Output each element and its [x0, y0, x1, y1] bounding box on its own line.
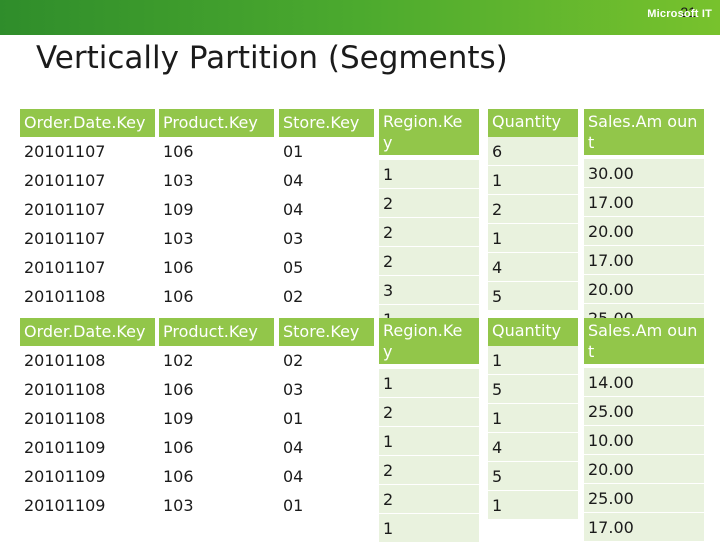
table-cell: 02: [279, 282, 374, 311]
table-cell: 20101109: [20, 433, 155, 462]
table-cell: 20101107: [20, 195, 155, 224]
column-header-store-key: Store.Key: [279, 109, 374, 137]
column-header-product-key: Product.Key: [159, 109, 274, 137]
table-cell: 17.00: [584, 188, 704, 217]
table-cell: 20101107: [20, 253, 155, 282]
table-cell: 2: [379, 485, 479, 514]
table-cell: 20.00: [584, 455, 704, 484]
table-cell: 30.00: [584, 159, 704, 188]
table-cell: 109: [159, 195, 274, 224]
table-cell: 109: [159, 404, 274, 433]
table-cell: 20101109: [20, 491, 155, 520]
table-cell: 01: [279, 491, 374, 520]
table-cell: 01: [279, 137, 374, 166]
microsoft-it-logo: Microsoft IT: [647, 8, 712, 20]
table-cell: 10.00: [584, 426, 704, 455]
table-cell: 5: [488, 462, 578, 491]
table-cell: 102: [159, 346, 274, 375]
table-cell: 14.00: [584, 368, 704, 397]
table-cell: 01: [279, 404, 374, 433]
table-cell: 5: [488, 375, 578, 404]
table-cell: 20101107: [20, 224, 155, 253]
column-header-region-key: Region.Ke y: [379, 109, 479, 155]
table-cell: 25.00: [584, 397, 704, 426]
table-cell: 5: [488, 282, 578, 311]
table-cell: 2: [488, 195, 578, 224]
table-cell: 20101107: [20, 166, 155, 195]
page-number: 21: [680, 4, 696, 20]
table-cell: 05: [279, 253, 374, 282]
table-cell: 17.00: [584, 513, 704, 542]
table-cell: 3: [379, 276, 479, 305]
table-cell: 04: [279, 462, 374, 491]
table-cell: 106: [159, 253, 274, 282]
table-cell: 20101108: [20, 404, 155, 433]
table-cell: 1: [488, 491, 578, 520]
table-cell: 106: [159, 282, 274, 311]
column-header-sales-amount: Sales.Am oun t: [584, 109, 704, 155]
column-header-product-key: Product.Key: [159, 318, 274, 346]
column-header-sales-amount: Sales.Am oun t: [584, 318, 704, 364]
table-cell: 20101108: [20, 346, 155, 375]
table-cell: 6: [488, 137, 578, 166]
table-cell: 2: [379, 218, 479, 247]
column-header-order-date-key: Order.Date.Key: [20, 318, 155, 346]
table-cell: 103: [159, 491, 274, 520]
table-cell: 20101108: [20, 282, 155, 311]
top-banner: 21 Microsoft IT: [0, 0, 720, 35]
table-cell: 20101107: [20, 137, 155, 166]
table-cell: 106: [159, 462, 274, 491]
column-header-store-key: Store.Key: [279, 318, 374, 346]
table-cell: 1: [379, 160, 479, 189]
table-cell: 20101108: [20, 375, 155, 404]
table-cell: 2: [379, 456, 479, 485]
table-cell: 20101109: [20, 462, 155, 491]
table-cell: 1: [379, 427, 479, 456]
column-header-order-date-key: Order.Date.Key: [20, 109, 155, 137]
table-cell: 1: [488, 166, 578, 195]
table-cell: 1: [488, 224, 578, 253]
table-cell: 103: [159, 166, 274, 195]
table-cell: 20.00: [584, 217, 704, 246]
table-cell: 1: [379, 369, 479, 398]
table-cell: 4: [488, 433, 578, 462]
table-cell: 1: [488, 346, 578, 375]
slide-title: Vertically Partition (Segments): [36, 40, 508, 76]
table-cell: 02: [279, 346, 374, 375]
table-cell: 03: [279, 224, 374, 253]
table-cell: 25.00: [584, 484, 704, 513]
table-cell: 20.00: [584, 275, 704, 304]
table-cell: 1: [379, 514, 479, 543]
table-cell: 106: [159, 137, 274, 166]
table-cell: 106: [159, 433, 274, 462]
table-cell: 4: [488, 253, 578, 282]
table-cell: 17.00: [584, 246, 704, 275]
table-cell: 103: [159, 224, 274, 253]
table-cell: 2: [379, 398, 479, 427]
table-cell: 1: [488, 404, 578, 433]
table-cell: 2: [379, 189, 479, 218]
column-header-region-key: Region.Ke y: [379, 318, 479, 364]
table-cell: 106: [159, 375, 274, 404]
table-cell: 03: [279, 375, 374, 404]
table-cell: 04: [279, 433, 374, 462]
table-cell: 04: [279, 195, 374, 224]
table-cell: 04: [279, 166, 374, 195]
table-cell: 2: [379, 247, 479, 276]
